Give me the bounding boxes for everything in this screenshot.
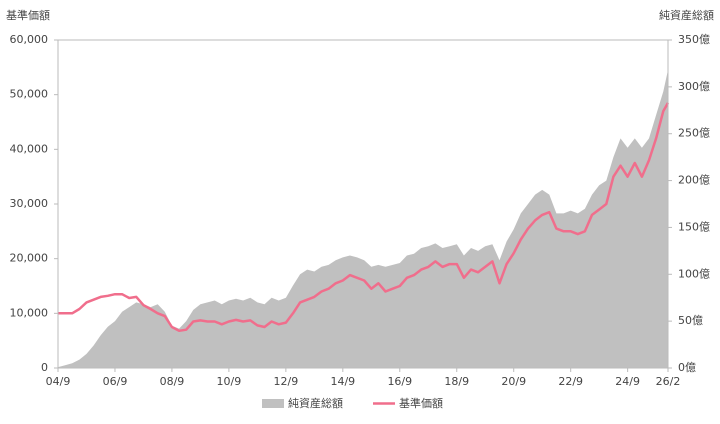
x-tick-label: 16/9: [387, 375, 412, 388]
y2-tick-label: 100億: [678, 267, 710, 280]
y-tick-label: 40,000: [10, 142, 49, 155]
x-tick-label: 08/9: [160, 375, 185, 388]
legend-swatch: [262, 399, 284, 408]
y2-tick-label: 350億: [678, 33, 710, 46]
x-tick-label: 10/9: [217, 375, 242, 388]
y2-tick-label: 250億: [678, 127, 710, 140]
y2-tick-label: 0億: [678, 361, 696, 374]
x-tick-label: 18/9: [444, 375, 469, 388]
y2-tick-label: 200億: [678, 174, 710, 187]
x-tick-label: 26/2: [656, 375, 681, 388]
y2-tick-label: 50億: [678, 314, 703, 327]
area: [58, 70, 668, 368]
y2-axis-title: 純資産総額: [659, 8, 714, 22]
x-tick-label: 12/9: [274, 375, 299, 388]
line: [58, 102, 670, 333]
legend-label: 純資産総額: [288, 396, 343, 410]
x-tick-label: 04/9: [46, 375, 71, 388]
y2-tick-label: 150億: [678, 220, 710, 233]
y-tick-label: 60,000: [10, 33, 49, 46]
x-tick-label: 06/9: [103, 375, 128, 388]
y-tick-label: 30,000: [10, 197, 49, 210]
legend-label: 基準価額: [399, 396, 443, 410]
y-tick-label: 10,000: [10, 306, 49, 319]
y-tick-label: 20,000: [10, 252, 49, 265]
y-axis-title: 基準価額: [6, 8, 50, 22]
x-tick-label: 22/9: [558, 375, 583, 388]
x-tick-label: 24/9: [615, 375, 640, 388]
y-tick-label: 50,000: [10, 88, 49, 101]
x-tick-label: 14/9: [330, 375, 355, 388]
y-tick-label: 0: [41, 361, 48, 374]
y2-tick-label: 300億: [678, 80, 710, 93]
x-tick-label: 20/9: [501, 375, 526, 388]
